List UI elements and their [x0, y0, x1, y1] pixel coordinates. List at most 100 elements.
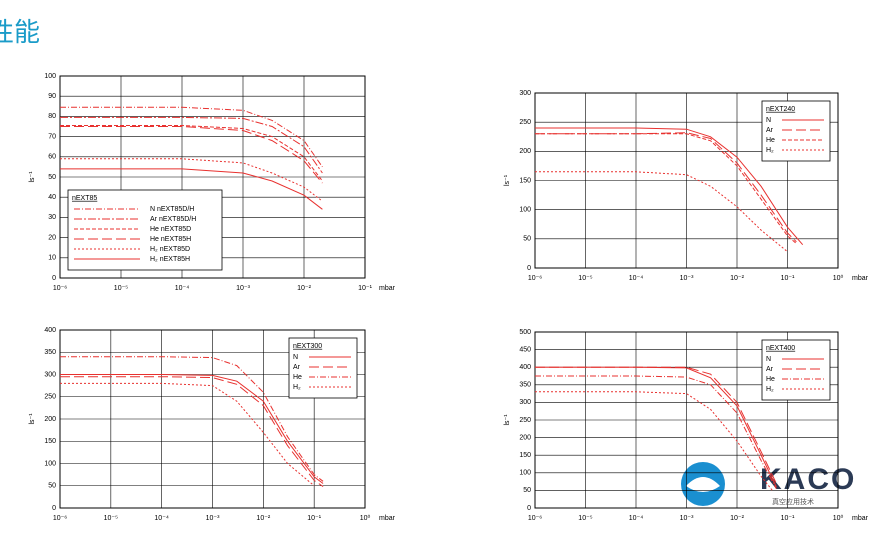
chart: 0 50 100 150 200 250 300 350 400 10⁻⁶ 10⁻⁵ 10⁻⁴ 10⁻³… — [29, 327, 396, 522]
legend-label: H₂ — [293, 384, 301, 391]
series-line — [535, 366, 777, 488]
x-tick-label: 10⁻³ — [680, 515, 694, 522]
y-axis-label: ls⁻¹ — [504, 414, 511, 426]
y-tick-label: 300 — [519, 399, 531, 406]
y-tick-label: 0 — [52, 505, 56, 512]
y-tick-label: 20 — [48, 234, 56, 241]
series-line — [60, 356, 324, 482]
legend-label: He — [766, 137, 775, 144]
y-tick-label: 0 — [527, 265, 531, 272]
y-tick-label: 50 — [523, 487, 531, 494]
chart: 0 50 100 150 200 250 300 10⁻⁶ 10⁻⁵ 10⁻⁴ 10⁻³ 10⁻² 10… — [504, 90, 869, 282]
y-tick-label: 50 — [48, 174, 56, 181]
y-tick-label: 150 — [519, 177, 531, 184]
legend-label: N nEXT85D/H — [150, 206, 194, 213]
y-tick-label: 70 — [48, 133, 56, 140]
series-line — [60, 376, 324, 488]
x-tick-label: 10⁰ — [833, 514, 844, 522]
legend-label: He nEXT85H — [150, 236, 191, 243]
y-tick-label: 350 — [44, 349, 56, 356]
y-tick-label: 30 — [48, 214, 56, 221]
legend-label: N — [766, 117, 771, 124]
x-tick-label: 10⁻⁴ — [154, 515, 169, 522]
series-line — [60, 374, 324, 484]
x-tick-label: 10⁻¹ — [781, 515, 795, 522]
chart-title: nEXT240 — [766, 106, 795, 113]
y-tick-label: 150 — [519, 452, 531, 459]
legend-label: N — [293, 354, 298, 361]
legend-label: H₂ — [766, 386, 774, 393]
y-tick-label: 80 — [48, 113, 56, 120]
x-axis-label: mbar — [852, 275, 869, 282]
chart: 0 10 20 30 40 50 60 70 80 90 100 10⁻⁶ 10⁻⁵ 10⁻⁴ 10⁻³ 10… — [29, 73, 396, 292]
x-tick-label: 10⁻⁴ — [629, 515, 644, 522]
x-tick-label: 10⁻⁵ — [578, 275, 592, 282]
x-tick-label: 10⁻⁶ — [53, 515, 67, 522]
legend-label: N — [766, 356, 771, 363]
series-line — [535, 132, 797, 243]
x-tick-label: 10⁻⁵ — [104, 515, 118, 522]
legend-label: Ar nEXT85D/H — [150, 216, 196, 223]
y-tick-label: 100 — [519, 207, 531, 214]
y-tick-label: 50 — [523, 236, 531, 243]
series-line — [535, 366, 777, 484]
legend-label: Ar — [293, 364, 301, 371]
x-tick-label: 10⁻¹ — [307, 515, 321, 522]
series-line — [60, 168, 323, 210]
legend-label: Ar — [766, 127, 774, 134]
y-tick-label: 250 — [519, 119, 531, 126]
x-tick-label: 10⁻² — [297, 285, 311, 292]
y-tick-label: 60 — [48, 154, 56, 161]
legend-box — [67, 189, 223, 271]
y-tick-label: 450 — [519, 346, 531, 353]
x-tick-label: 10⁻⁶ — [53, 285, 67, 292]
y-tick-label: 0 — [52, 275, 56, 282]
logo-subtitle: 真空应用技术 — [772, 497, 814, 506]
legend-box — [761, 100, 831, 162]
y-axis-label: ls⁻¹ — [29, 413, 36, 425]
y-tick-label: 300 — [44, 371, 56, 378]
x-tick-label: 10⁻⁵ — [114, 285, 128, 292]
x-tick-label: 10⁻¹ — [358, 285, 372, 292]
x-tick-label: 10⁻³ — [680, 275, 694, 282]
x-tick-label: 10⁻⁴ — [629, 275, 644, 282]
x-axis-label: mbar — [852, 515, 869, 522]
y-tick-label: 350 — [519, 382, 531, 389]
y-tick-label: 400 — [44, 327, 56, 334]
y-tick-label: 250 — [44, 394, 56, 401]
y-tick-label: 10 — [48, 255, 56, 262]
y-tick-label: 50 — [48, 483, 56, 490]
series-line — [60, 382, 315, 487]
x-axis-label: mbar — [379, 285, 396, 292]
page-title: 性能 — [0, 17, 40, 47]
logo-icon-wave — [686, 477, 720, 492]
series-line — [60, 125, 323, 182]
x-tick-label: 10⁻⁶ — [528, 275, 542, 282]
x-axis-label: mbar — [379, 515, 396, 522]
x-tick-label: 10⁻³ — [236, 285, 250, 292]
series-line — [60, 126, 323, 184]
y-tick-label: 90 — [48, 93, 56, 100]
x-tick-label: 10⁻⁴ — [175, 285, 190, 292]
y-axis-label: ls⁻¹ — [504, 174, 511, 186]
series-line — [60, 116, 323, 174]
series-line — [60, 106, 323, 168]
legend-label: Ar — [766, 366, 774, 373]
chart: 0 50 100 150 200 250 300 350 400 450 500 10⁻⁶ 10⁻⁵ 10… — [504, 329, 869, 522]
x-tick-label: 10⁻⁵ — [578, 515, 592, 522]
y-tick-label: 200 — [519, 434, 531, 441]
x-tick-label: 10⁻¹ — [781, 275, 795, 282]
series-line — [535, 391, 773, 491]
y-tick-label: 250 — [519, 417, 531, 424]
y-tick-label: 150 — [44, 438, 56, 445]
legend-label: H₂ nEXT85D — [150, 246, 190, 253]
legend-label: H₂ — [766, 147, 774, 154]
y-tick-label: 300 — [519, 90, 531, 97]
legend-label: He nEXT85D — [150, 226, 191, 233]
y-axis-label: ls⁻¹ — [29, 171, 36, 183]
y-tick-label: 200 — [44, 416, 56, 423]
series-line — [535, 133, 797, 244]
y-tick-label: 200 — [519, 148, 531, 155]
legend-box — [288, 337, 358, 399]
chart-title: nEXT400 — [766, 345, 795, 352]
